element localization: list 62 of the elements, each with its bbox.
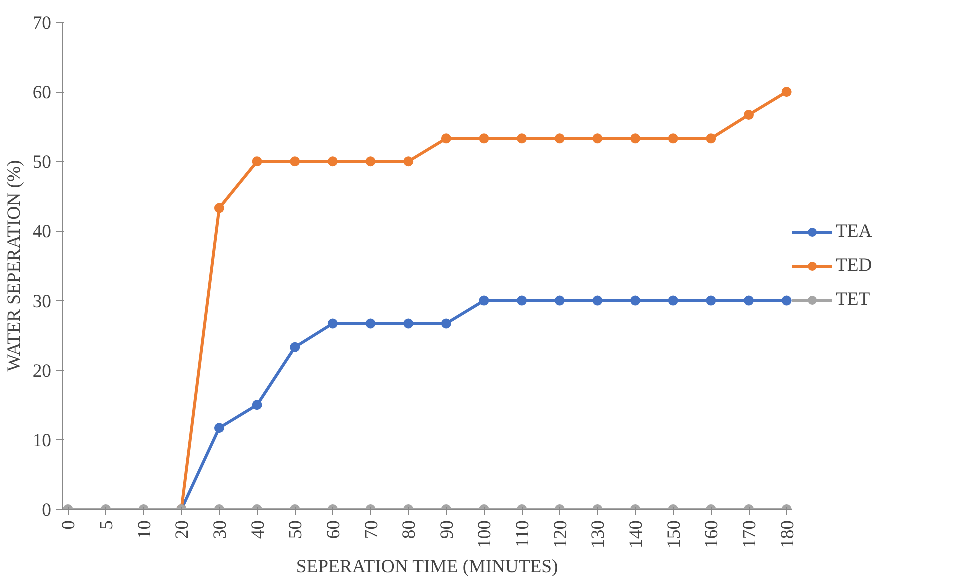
x-tick-label: 50 <box>286 520 307 540</box>
x-tick-label: 90 <box>436 520 458 540</box>
point <box>744 110 754 120</box>
point <box>592 134 603 144</box>
point <box>366 156 376 167</box>
point <box>668 296 678 306</box>
x-tick-label: 0 <box>58 520 80 530</box>
x-tick-label: 80 <box>399 520 420 540</box>
point <box>366 318 376 329</box>
point <box>706 134 716 144</box>
point <box>668 134 678 144</box>
legend-label: TET <box>836 288 870 310</box>
x-tick-label: 100 <box>474 520 496 548</box>
x-tick-label: 110 <box>512 520 534 548</box>
y-tick-label: 50 <box>32 152 52 174</box>
point <box>479 296 490 306</box>
point <box>404 318 414 329</box>
point <box>592 296 603 306</box>
x-tick-label: 180 <box>777 520 798 548</box>
point <box>441 134 452 144</box>
point <box>554 296 565 306</box>
y-tick-label: 40 <box>32 222 52 243</box>
point <box>290 342 300 352</box>
x-tick-label: 150 <box>664 520 685 548</box>
point <box>744 296 754 306</box>
x-tick-label: 20 <box>172 520 194 540</box>
x-tick-label: 120 <box>550 520 572 548</box>
point <box>706 296 716 306</box>
x-axis-title: SEPERATION TIME (MINUTES) <box>296 556 558 578</box>
point <box>328 318 338 329</box>
point <box>252 156 262 167</box>
x-tick-label: 140 <box>626 520 648 548</box>
point <box>517 134 528 144</box>
point <box>554 134 565 144</box>
point <box>479 134 490 144</box>
y-tick-label: 70 <box>32 13 52 34</box>
point <box>441 318 452 329</box>
x-tick-label: 170 <box>740 520 761 548</box>
point <box>290 156 300 167</box>
point <box>630 134 641 144</box>
x-tick-label: 160 <box>702 520 723 548</box>
point <box>782 87 792 98</box>
point <box>214 203 224 214</box>
point <box>517 296 528 306</box>
x-tick-label: 130 <box>588 520 610 548</box>
legend-label: TEA <box>836 220 872 242</box>
y-axis-title: WATER SEPERATION (%) <box>4 160 25 372</box>
point <box>782 296 792 306</box>
point <box>404 156 414 167</box>
x-tick-label: 10 <box>134 520 156 540</box>
y-tick-label: 10 <box>32 430 52 452</box>
point <box>328 156 338 167</box>
x-tick-label: 30 <box>210 520 231 540</box>
point <box>630 296 641 306</box>
x-tick-label: 70 <box>361 520 382 540</box>
x-tick-label: 40 <box>248 520 269 540</box>
y-tick-label: 20 <box>32 360 52 382</box>
legend-label: TED <box>836 254 872 276</box>
y-tick-label: 60 <box>32 82 52 104</box>
x-tick-label: 60 <box>323 520 344 540</box>
y-tick-label: 30 <box>32 291 52 312</box>
x-tick-label: 5 <box>96 520 118 530</box>
